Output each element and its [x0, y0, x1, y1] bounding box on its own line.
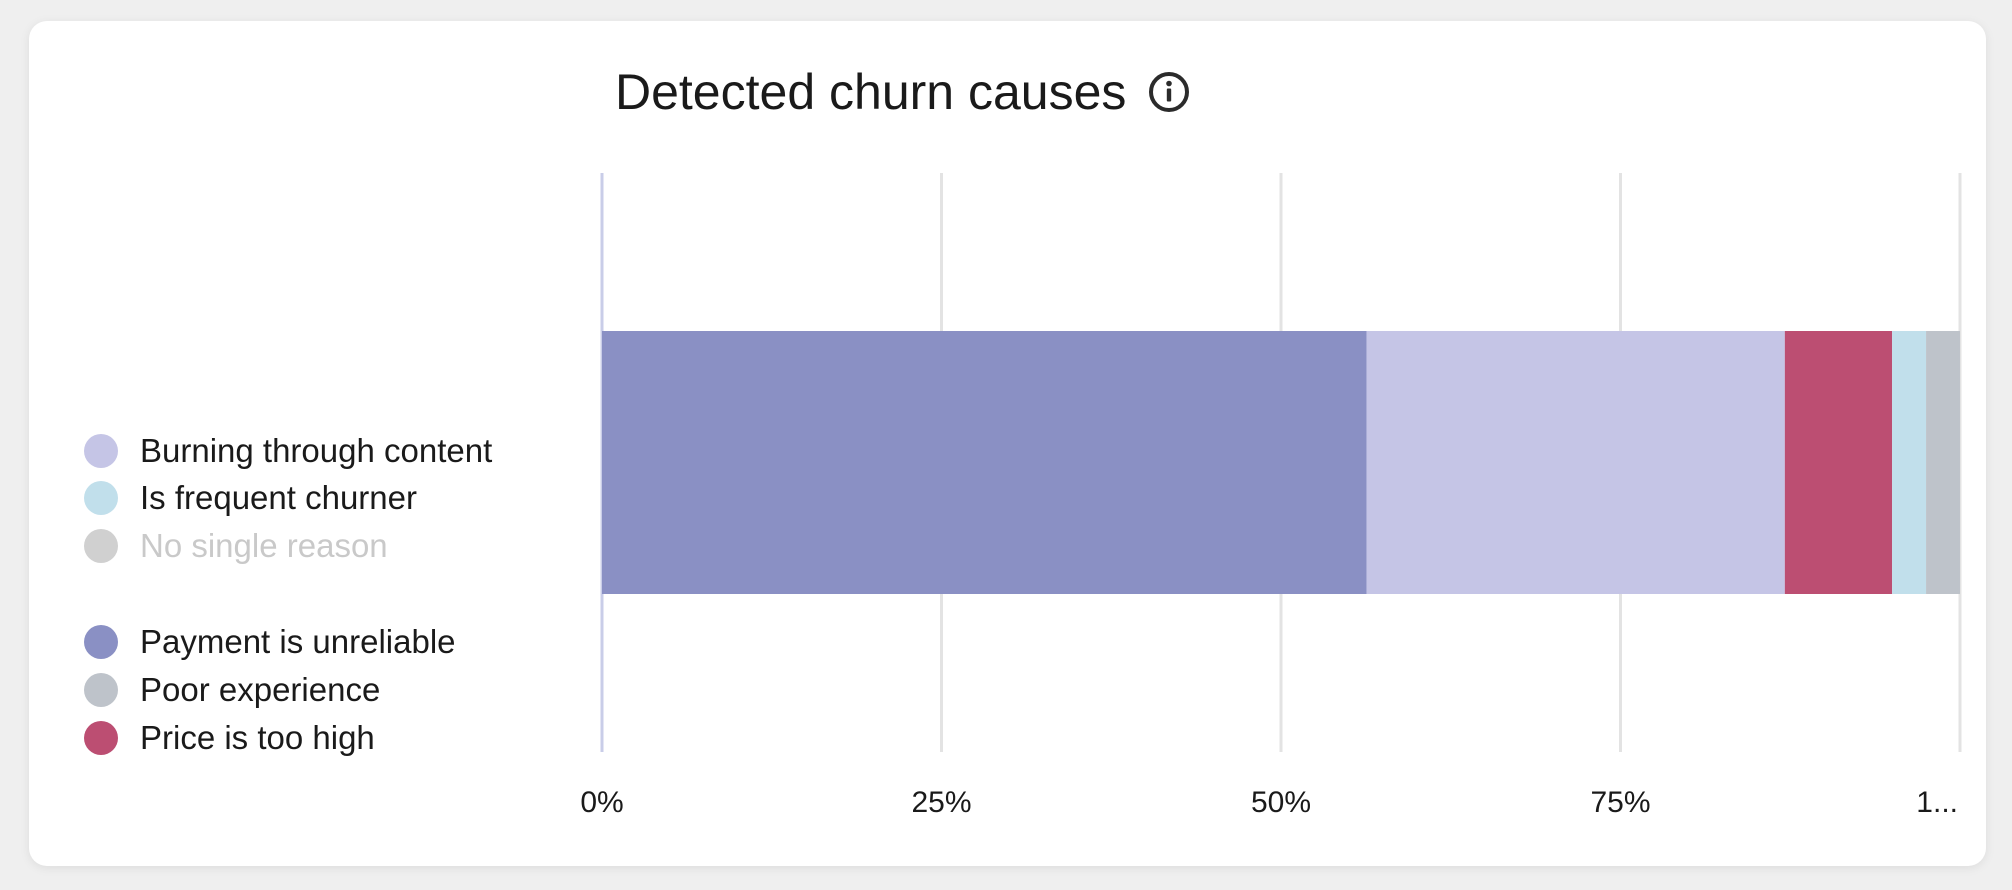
- legend-label: No single reason: [140, 527, 388, 564]
- legend-swatch: [84, 673, 118, 707]
- legend-item-burning-through-content[interactable]: Burning through content: [84, 431, 492, 471]
- info-icon[interactable]: [1148, 71, 1190, 113]
- legend-swatch: [84, 434, 118, 468]
- legend-item-payment-is-unreliable[interactable]: Payment is unreliable: [84, 622, 456, 662]
- legend-swatch: [84, 721, 118, 755]
- legend-label: Price is too high: [140, 719, 375, 756]
- legend-item-no-single-reason[interactable]: No single reason: [84, 526, 388, 566]
- bar-segment-price-is-too-high: [1784, 331, 1893, 594]
- legend-swatch: [84, 625, 118, 659]
- x-tick-label: 0%: [580, 786, 623, 819]
- legend-item-poor-experience[interactable]: Poor experience: [84, 670, 380, 710]
- legend-swatch: [84, 481, 118, 515]
- x-tick-label: 75%: [1590, 786, 1650, 819]
- bar-segment-payment-is-unreliable: [602, 331, 1367, 594]
- bar-segment-burning-through-content: [1366, 331, 1785, 594]
- legend-label: Burning through content: [140, 432, 493, 469]
- chart-title: Detected churn causes: [615, 64, 1127, 120]
- legend-swatch: [84, 529, 118, 563]
- bar-segment-poor-experience: [1926, 331, 1960, 594]
- legend-item-price-is-too-high[interactable]: Price is too high: [84, 718, 375, 758]
- legend-item-is-frequent-churner[interactable]: Is frequent churner: [84, 478, 417, 518]
- legend-label: Poor experience: [140, 671, 381, 708]
- x-tick-label: 1...: [1916, 786, 1958, 819]
- legend-label: Payment is unreliable: [140, 623, 456, 660]
- bar-segment-is-frequent-churner: [1892, 331, 1927, 594]
- legend-label: Is frequent churner: [140, 479, 417, 516]
- x-tick-label: 25%: [911, 786, 971, 819]
- chart-title-row: Detected churn causes: [615, 62, 1190, 122]
- x-tick-label: 50%: [1251, 786, 1311, 819]
